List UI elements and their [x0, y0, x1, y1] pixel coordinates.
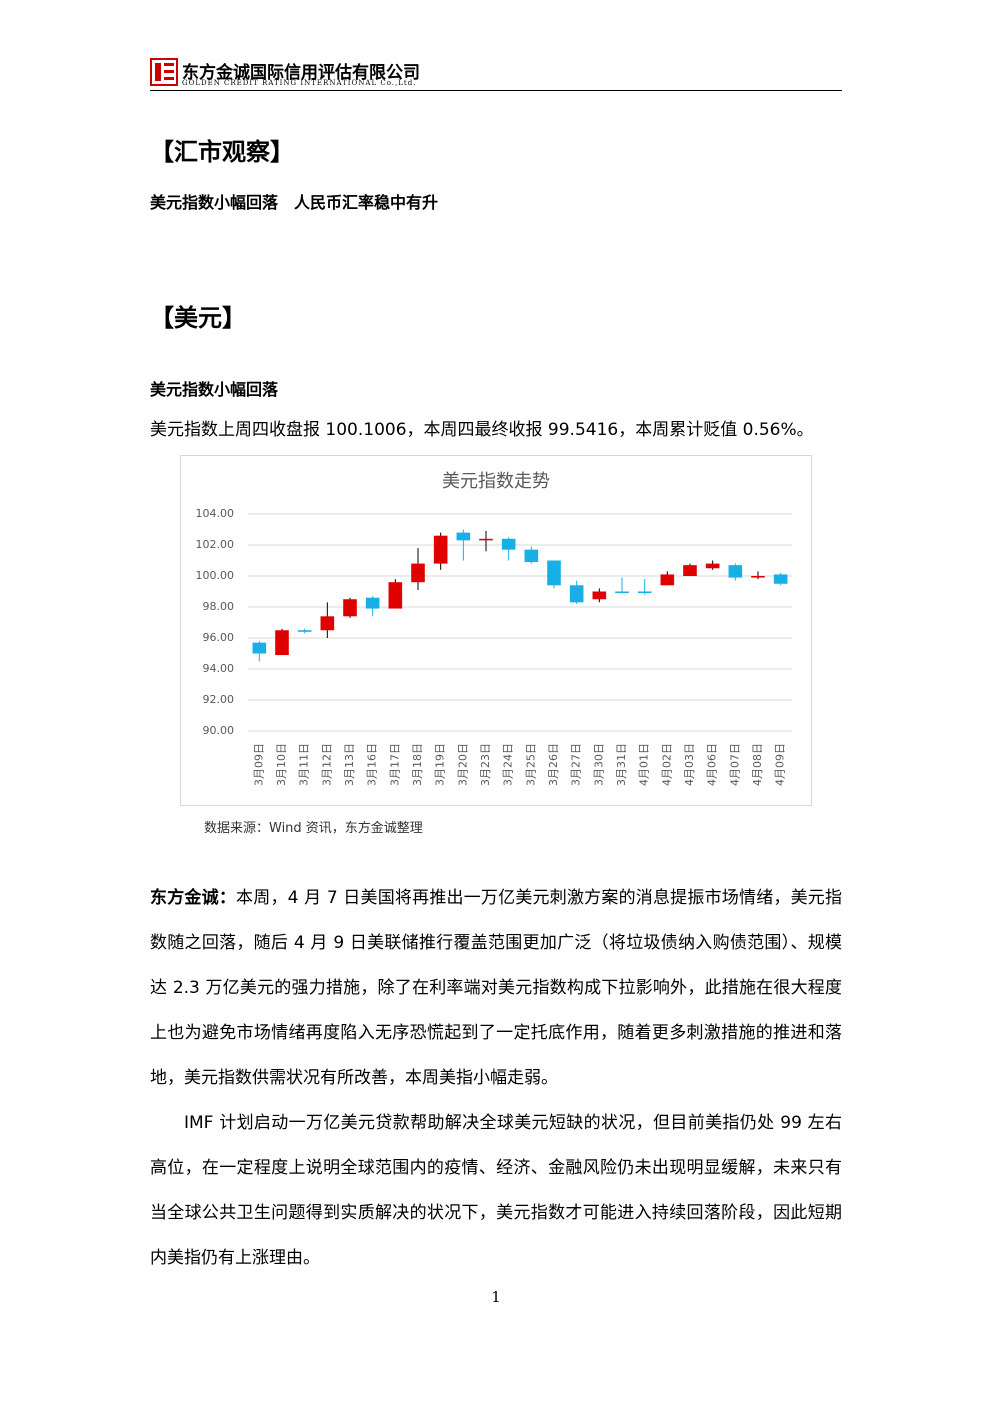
x-tick-label: 3月20日	[456, 743, 469, 786]
x-tick-label: 4月06日	[706, 743, 719, 786]
x-tick-label: 3月16日	[366, 743, 379, 786]
chart-title: 美元指数走势	[442, 471, 550, 492]
x-tick-label: 3月27日	[570, 743, 583, 786]
candle-body	[615, 591, 629, 594]
candle-body	[275, 630, 289, 656]
x-tick-label: 4月02日	[660, 743, 673, 786]
x-tick-label: 3月11日	[298, 743, 311, 786]
candle-body	[728, 565, 743, 578]
x-tick-label: 3月24日	[502, 743, 515, 786]
section-title: 【美元】	[150, 304, 246, 332]
x-tick-label: 3月12日	[320, 743, 333, 786]
paragraph: 东方金诚：本周，4 月 7 日美国将再推出一万亿美元刺激方案的消息提振市场情绪，…	[150, 876, 842, 1101]
company-name: 东方金诚国际信用评估有限公司	[182, 63, 420, 83]
y-tick-label: 94.00	[203, 662, 235, 675]
company-en: GOLDEN CREDIT RATING INTERNATIONAL Co.,L…	[182, 79, 417, 87]
x-tick-label: 3月18日	[411, 743, 424, 786]
x-tick-label: 3月25日	[524, 743, 537, 786]
x-tick-label: 3月17日	[388, 743, 401, 786]
candle-body	[547, 560, 561, 586]
candle-body	[683, 565, 697, 576]
y-tick-label: 100.00	[196, 569, 235, 582]
y-tick-label: 98.00	[203, 600, 235, 613]
x-tick-label: 3月26日	[547, 743, 560, 786]
x-tick-label: 4月01日	[638, 743, 651, 786]
candle-body	[343, 599, 357, 617]
x-tick-label: 4月03日	[683, 743, 696, 786]
x-tick-label: 3月30日	[592, 743, 605, 786]
x-tick-label: 3月10日	[275, 743, 288, 786]
candle-body	[751, 576, 765, 578]
candle-body	[388, 582, 403, 609]
candle-body	[433, 535, 448, 564]
candle-body	[456, 532, 471, 541]
x-tick-label: 3月31日	[615, 743, 628, 786]
chart: 美元指数走势 90.00 92.00 94.00 96.00 98.00 100.00 10…	[180, 455, 812, 806]
x-tick-label: 4月09日	[774, 743, 787, 786]
y-tick-label: 92.00	[203, 693, 235, 706]
intro: 美元指数上周四收盘报 100.1006，本周四最终收报 99.5416，本周累计…	[150, 420, 814, 440]
y-tick-label: 102.00	[196, 538, 235, 551]
paragraph: IMF 计划启动一万亿美元贷款帮助解决全球美元短缺的状况，但目前美指仍处 99 …	[150, 1113, 842, 1268]
candle-body	[320, 616, 335, 631]
summary: 美元指数小幅回落 人民币汇率稳中有升	[150, 193, 439, 212]
candle-body	[501, 538, 516, 550]
candle-body	[773, 574, 788, 584]
candle-body	[479, 538, 493, 541]
x-tick-label: 3月19日	[434, 743, 447, 786]
x-tick-label: 3月13日	[343, 743, 356, 786]
y-tick-label: 96.00	[203, 631, 235, 644]
candle-body	[592, 591, 607, 600]
candle-body	[411, 563, 425, 583]
lead: 东方金诚：	[150, 888, 237, 908]
candle-body	[569, 585, 584, 603]
subheading: 美元指数小幅回落	[150, 380, 279, 399]
candle-body	[252, 642, 267, 654]
y-tick-label: 104.00	[196, 507, 235, 520]
x-tick-label: 4月08日	[751, 743, 764, 786]
y-tick-label: 90.00	[203, 724, 235, 737]
x-tick-label: 4月07日	[728, 743, 741, 786]
candle-body	[524, 549, 539, 563]
paragraph-text: 本周，4 月 7 日美国将再推出一万亿美元刺激方案的消息提振市场情绪，美元指数随…	[150, 888, 843, 1088]
x-tick-label: 3月23日	[479, 743, 492, 786]
x-tick-label: 3月09日	[252, 743, 265, 786]
candle-body	[660, 574, 675, 586]
source: 数据来源：Wind 资讯，东方金诚整理	[204, 821, 423, 836]
logo	[150, 58, 178, 86]
candle-body	[365, 597, 380, 609]
candle-body	[297, 630, 312, 632]
section-title: 【汇市观察】	[150, 138, 294, 166]
page-number: 1	[491, 1288, 501, 1306]
candle-body	[637, 591, 652, 594]
header-rule	[150, 90, 842, 91]
candle-body	[705, 563, 720, 569]
